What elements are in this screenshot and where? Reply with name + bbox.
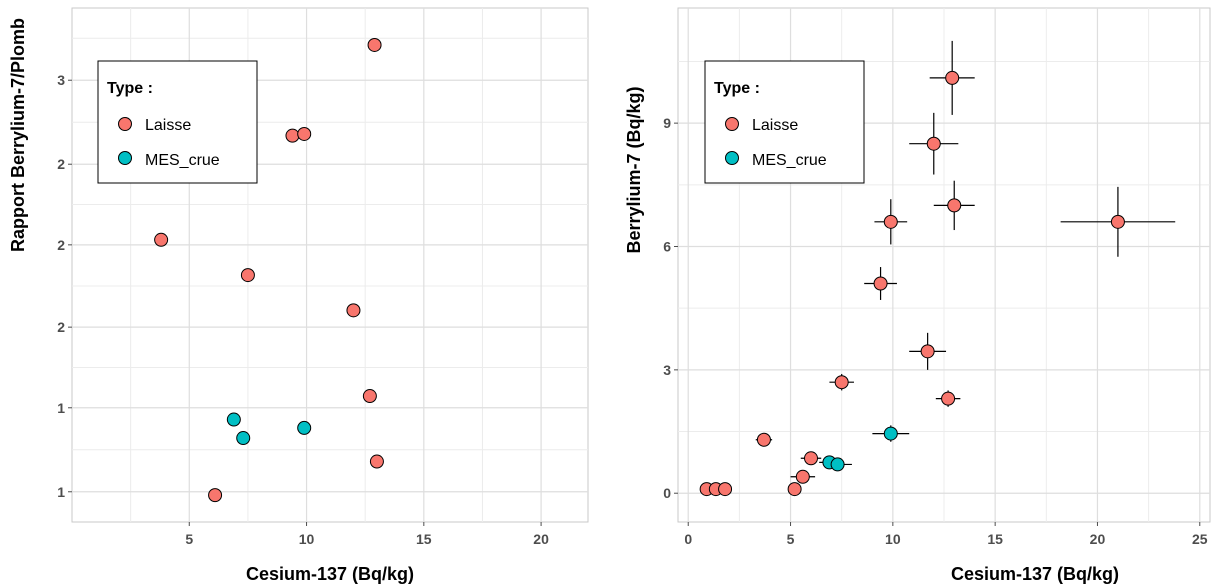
data-point-mes-crue	[831, 458, 844, 471]
y-tick-label: 2	[57, 156, 65, 172]
legend-label-laisse: Laisse	[752, 117, 798, 134]
data-point-mes-crue	[884, 427, 897, 440]
data-point-laisse	[884, 215, 897, 228]
y-tick-label: 6	[663, 238, 671, 254]
data-point-laisse	[368, 38, 381, 51]
x-tick-label: 20	[1090, 531, 1106, 547]
legend-key-laisse	[119, 118, 132, 131]
y-tick-label: 1	[57, 484, 65, 500]
legend-label-mes-crue: MES_crue	[145, 152, 220, 169]
y-axis-title: Berrylium-7 (Bq/kg)	[624, 86, 644, 253]
y-tick-label: 2	[57, 237, 65, 253]
legend-label-laisse: Laisse	[145, 117, 191, 134]
data-point-laisse	[948, 199, 961, 212]
beryllium-panel: Cesium-137 (Bq/kg) Berrylium-7 (Bq/kg) 0…	[624, 8, 1210, 584]
legend-key-laisse	[726, 118, 739, 131]
data-point-laisse	[942, 392, 955, 405]
data-point-laisse	[370, 455, 383, 468]
legend-title: Type :	[714, 80, 760, 97]
data-point-laisse	[796, 470, 809, 483]
legend: Type : Laisse MES_crue	[705, 61, 864, 183]
y-tick-label: 0	[663, 485, 671, 501]
data-point-laisse	[835, 376, 848, 389]
y-tick-label: 9	[663, 115, 671, 131]
x-tick-label: 10	[885, 531, 901, 547]
legend-title: Type :	[107, 80, 153, 97]
data-point-laisse	[921, 345, 934, 358]
x-tick-label: 20	[533, 531, 549, 547]
y-tick-label: 3	[57, 72, 65, 88]
legend-key-mes-crue	[119, 152, 132, 165]
data-point-laisse	[298, 127, 311, 140]
data-point-mes-crue	[237, 432, 250, 445]
legend-label-mes-crue: MES_crue	[752, 152, 827, 169]
data-point-laisse	[788, 483, 801, 496]
data-point-laisse	[241, 269, 254, 282]
data-point-laisse	[286, 129, 299, 142]
y-axis-title: Rapport Berrylium-7/Plomb	[8, 18, 28, 252]
y-tick-label: 2	[57, 319, 65, 335]
data-point-laisse	[347, 304, 360, 317]
data-point-laisse	[805, 452, 818, 465]
data-point-laisse	[155, 233, 168, 246]
x-tick-label: 10	[299, 531, 315, 547]
data-point-laisse	[927, 137, 940, 150]
data-point-laisse	[757, 433, 770, 446]
y-tick-label: 3	[663, 362, 671, 378]
x-tick-label: 25	[1192, 531, 1208, 547]
legend-key-mes-crue	[726, 152, 739, 165]
x-tick-label: 15	[416, 531, 432, 547]
data-point-mes-crue	[298, 421, 311, 434]
legend: Type : Laisse MES_crue	[98, 61, 257, 183]
data-point-laisse	[1111, 215, 1124, 228]
data-point-mes-crue	[227, 413, 240, 426]
data-point-laisse	[719, 483, 732, 496]
x-tick-label: 15	[987, 531, 1003, 547]
y-tick-label: 1	[57, 400, 65, 416]
x-tick-label: 5	[185, 531, 193, 547]
data-point-laisse	[874, 277, 887, 290]
x-axis-title: Cesium-137 (Bq/kg)	[246, 564, 414, 584]
ratio-panel: Cesium-137 (Bq/kg) Rapport Berrylium-7/P…	[8, 8, 588, 584]
x-tick-label: 5	[787, 531, 795, 547]
x-axis-title: Cesium-137 (Bq/kg)	[951, 564, 1119, 584]
data-point-laisse	[946, 71, 959, 84]
x-tick-label: 0	[684, 531, 692, 547]
data-point-laisse	[363, 390, 376, 403]
data-point-laisse	[209, 489, 222, 502]
